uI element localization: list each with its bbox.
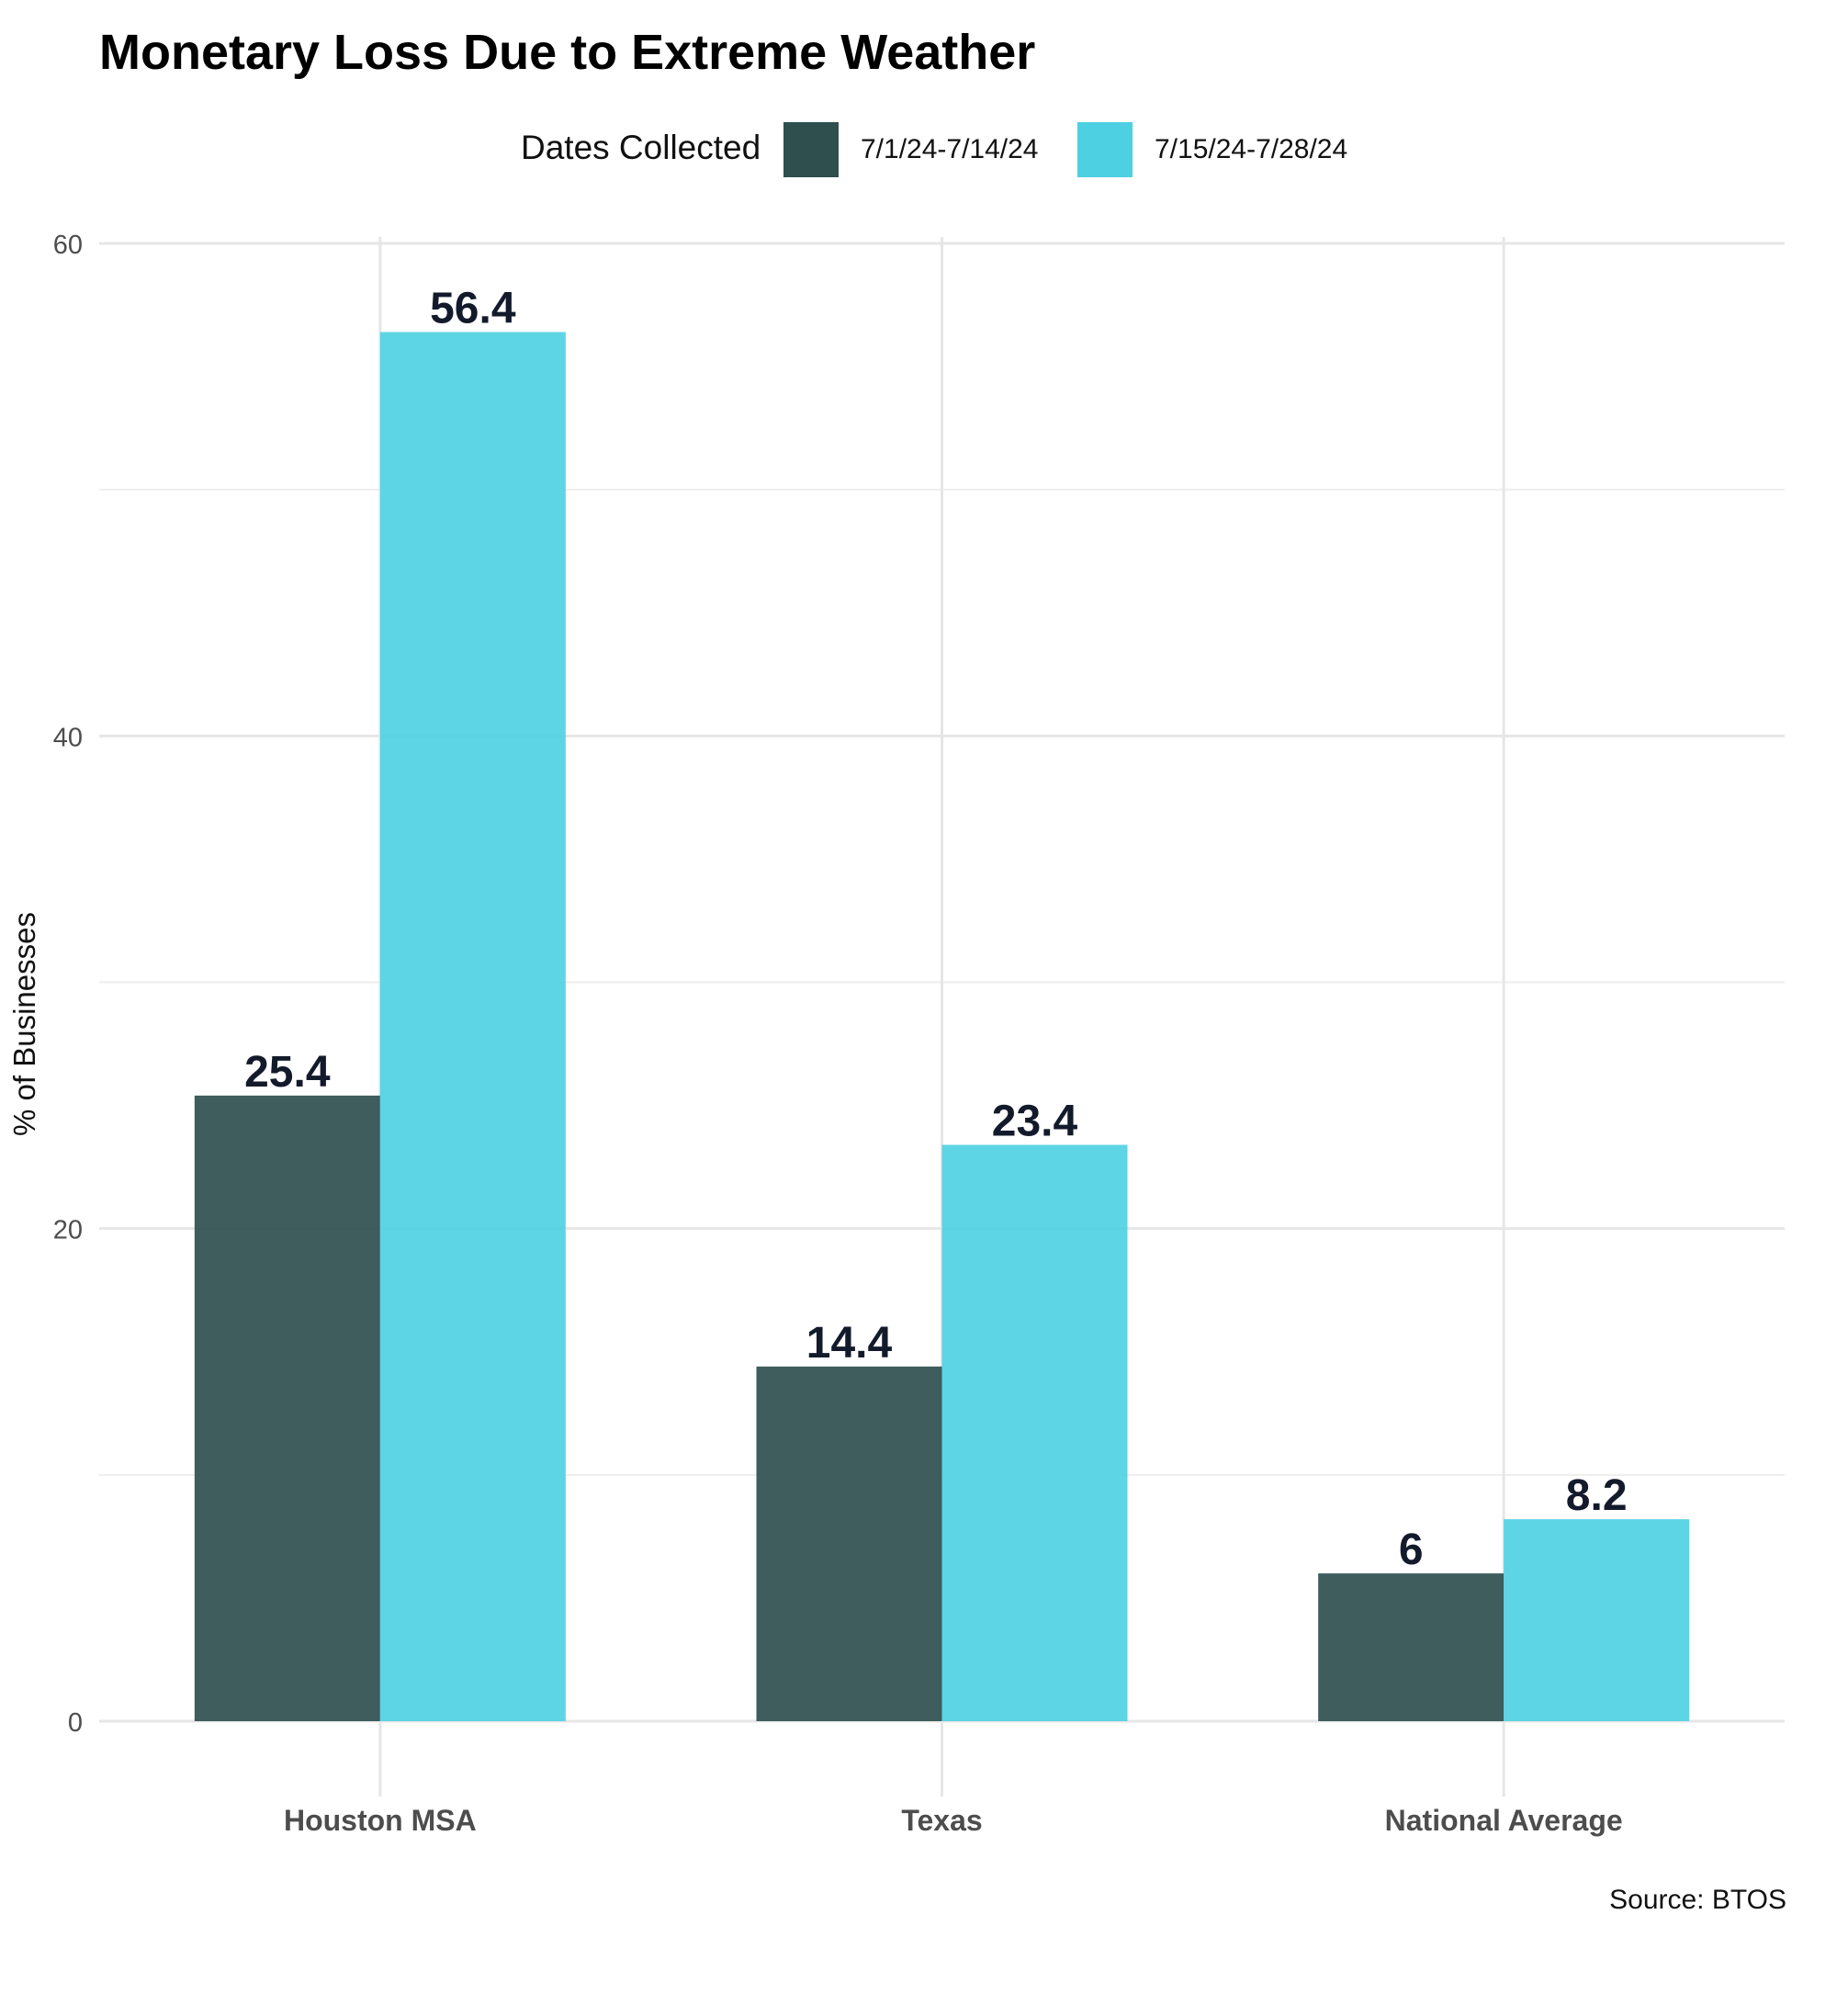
legend-label-series-2: 7/15/24-7/28/24 bbox=[1155, 134, 1348, 164]
bar-value-label: 6 bbox=[1399, 1526, 1424, 1574]
y-tick-label: 20 bbox=[53, 1216, 83, 1245]
bar bbox=[194, 1095, 380, 1721]
y-tick-label: 0 bbox=[68, 1708, 83, 1738]
x-tick-label: National Average bbox=[1385, 1804, 1623, 1837]
bar bbox=[941, 1144, 1128, 1721]
y-tick-label: 40 bbox=[53, 723, 83, 752]
bar-value-label: 8.2 bbox=[1566, 1471, 1628, 1520]
bar bbox=[1504, 1519, 1690, 1721]
bar bbox=[1318, 1573, 1505, 1721]
x-tick-label: Houston MSA bbox=[284, 1804, 477, 1837]
bar-value-label: 23.4 bbox=[992, 1097, 1078, 1145]
legend-label-series-1: 7/1/24-7/14/24 bbox=[861, 134, 1039, 164]
bar-value-label: 14.4 bbox=[806, 1319, 893, 1368]
legend: Dates Collected 7/1/24-7/14/24 7/15/24-7… bbox=[0, 121, 1837, 180]
y-tick-label: 60 bbox=[53, 231, 83, 260]
bar-value-label: 25.4 bbox=[244, 1048, 331, 1097]
y-axis-title: % of Businesses bbox=[7, 912, 41, 1136]
bar bbox=[379, 332, 566, 1721]
bar-value-label: 56.4 bbox=[430, 285, 516, 333]
legend-swatch-series-2 bbox=[1077, 122, 1133, 177]
x-tick-label: Texas bbox=[901, 1804, 982, 1837]
legend-title: Dates Collected bbox=[521, 129, 761, 166]
source-caption: Source: BTOS bbox=[1609, 1885, 1786, 1915]
chart-title: Monetary Loss Due to Extreme Weather bbox=[99, 25, 1036, 80]
chart-text: % of Businesses 0 20 40 60 25.4 56.4 Houston M… bbox=[7, 231, 1628, 1837]
bars bbox=[194, 332, 1690, 1721]
bar bbox=[756, 1366, 942, 1721]
legend-swatch-series-1 bbox=[783, 122, 839, 177]
